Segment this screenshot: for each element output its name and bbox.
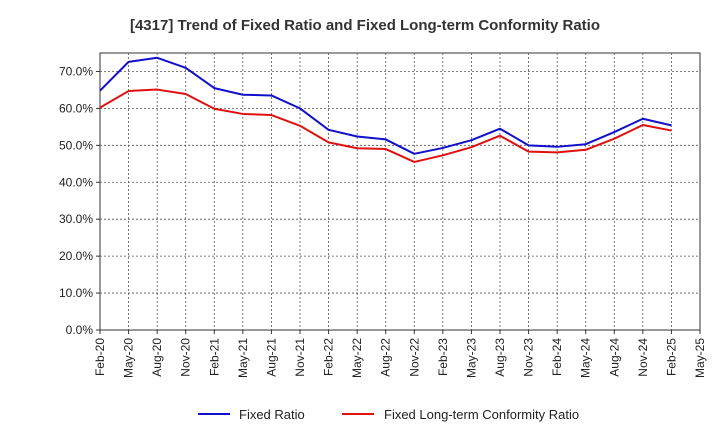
x-tick-label: May-22: [350, 338, 364, 378]
grid-lines: [100, 53, 700, 330]
x-tick-label: Nov-20: [179, 338, 193, 377]
x-tick-label: May-24: [579, 338, 593, 378]
x-tick-label: May-23: [464, 338, 478, 378]
x-tick-label: May-20: [122, 338, 136, 378]
x-tick-label: Feb-24: [550, 338, 564, 376]
y-tick-label: 30.0%: [59, 212, 93, 226]
y-tick-label: 20.0%: [59, 249, 93, 263]
x-tick-label: Nov-22: [407, 338, 421, 377]
y-tick-label: 10.0%: [59, 286, 93, 300]
y-axis: 0.0% 10.0% 20.0% 30.0% 40.0% 50.0% 60.0% 70.0%: [59, 64, 100, 337]
x-tick-label: Aug-22: [379, 338, 393, 377]
x-tick-label: Aug-23: [493, 338, 507, 377]
series-line-1: [99, 56, 672, 155]
legend: Fixed Ratio Fixed Long-term Conformity Ra…: [198, 407, 579, 422]
x-tick-label: Feb-25: [664, 338, 678, 376]
x-tick-label: Aug-24: [607, 338, 621, 377]
x-tick-label: Nov-24: [636, 338, 650, 377]
y-tick-label: 40.0%: [59, 175, 93, 189]
x-tick-label: Nov-21: [293, 338, 307, 377]
x-tick-label: Feb-21: [207, 338, 221, 376]
x-axis: Feb-20 May-20 Aug-20 Nov-20 Feb-21 May-21 Aug-…: [93, 330, 707, 378]
x-tick-label: Nov-23: [522, 338, 536, 377]
legend-label-1: Fixed Ratio: [239, 407, 305, 422]
series-line-2: [99, 88, 672, 163]
x-tick-label: Aug-21: [264, 338, 278, 377]
x-tick-label: Feb-22: [322, 338, 336, 376]
chart-title: [4317] Trend of Fixed Ratio and Fixed Lo…: [130, 17, 600, 34]
series-lines: [99, 56, 672, 163]
legend-label-2: Fixed Long-term Conformity Ratio: [384, 407, 579, 422]
x-tick-label: Feb-23: [436, 338, 450, 376]
y-tick-label: 0.0%: [66, 323, 94, 337]
x-tick-label: Feb-20: [93, 338, 107, 376]
y-tick-label: 50.0%: [59, 138, 93, 152]
x-tick-label: May-21: [236, 338, 250, 378]
x-tick-label: Aug-20: [150, 338, 164, 377]
y-tick-label: 60.0%: [59, 101, 93, 115]
x-tick-label: May-25: [693, 338, 707, 378]
y-tick-label: 70.0%: [59, 64, 93, 78]
plot-area: [99, 52, 701, 331]
